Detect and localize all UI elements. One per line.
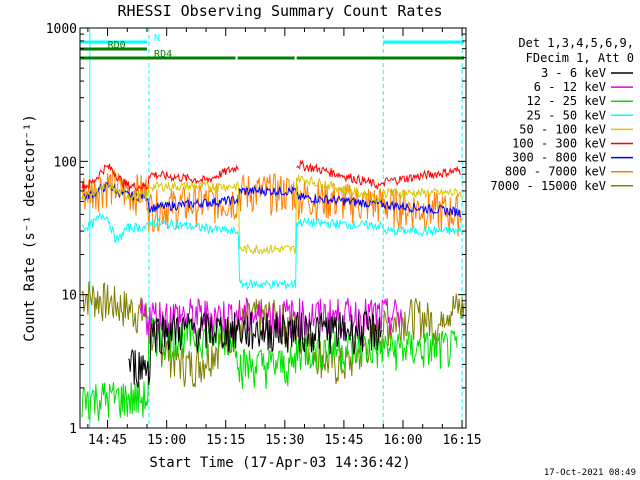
legend-entry-label: 300 - 800 keV <box>512 151 606 165</box>
x-tick-label: 16:15 <box>442 433 481 448</box>
x-tick-label: 15:00 <box>147 433 186 448</box>
x-tick-label: 16:00 <box>383 433 422 448</box>
flag-label: RD0 <box>108 40 126 51</box>
legend-entry-label: 6 - 12 keV <box>534 80 606 94</box>
legend-entry-label: 800 - 7000 keV <box>505 165 606 179</box>
legend-entry-label: 25 - 50 keV <box>527 108 606 122</box>
x-tick-label: 15:15 <box>206 433 245 448</box>
legend-header: FDecim 1, Att 0 <box>526 51 634 65</box>
flag-label: N <box>154 33 160 44</box>
series-trace <box>81 211 462 291</box>
y-tick-label: 100 <box>54 155 77 170</box>
y-tick-label: 1 <box>69 422 77 437</box>
legend-entry-label: 7000 - 15000 keV <box>490 179 606 193</box>
plot-area: N RD0 RD4 <box>80 28 465 428</box>
legend-header: Det 1,3,4,5,6,9, <box>518 36 634 50</box>
y-axis-label: Count Rate (s⁻¹ detector⁻¹) <box>22 114 38 342</box>
axes: 14:45 15:00 15:15 15:30 15:45 16:00 16:15 1 10 10… <box>46 22 482 448</box>
legend-entry-label: 100 - 300 keV <box>512 137 606 151</box>
legend-entry-label: 12 - 25 keV <box>527 94 606 108</box>
legend-entry-label: 3 - 6 keV <box>541 66 606 80</box>
footer-timestamp: 17-Oct-2021 08:49 <box>544 468 636 478</box>
x-tick-label: 14:45 <box>88 433 127 448</box>
x-tick-label: 15:45 <box>324 433 363 448</box>
series-trace <box>81 159 462 192</box>
legend-entry-label: 50 - 100 keV <box>519 122 606 136</box>
flag-label: RD4 <box>154 49 172 60</box>
chart-title: RHESSI Observing Summary Count Rates <box>117 2 442 20</box>
series-trace <box>127 310 383 388</box>
legend: Det 1,3,4,5,6,9,FDecim 1, Att 03 - 6 keV… <box>490 36 634 193</box>
series-trace <box>81 316 458 422</box>
x-tick-label: 15:30 <box>265 433 304 448</box>
series-trace <box>81 174 462 256</box>
y-tick-label: 10 <box>61 289 77 304</box>
plot-frame <box>79 27 467 429</box>
x-axis-label: Start Time (17-Apr-03 14:36:42) <box>149 455 410 471</box>
y-tick-label: 1000 <box>46 22 77 37</box>
